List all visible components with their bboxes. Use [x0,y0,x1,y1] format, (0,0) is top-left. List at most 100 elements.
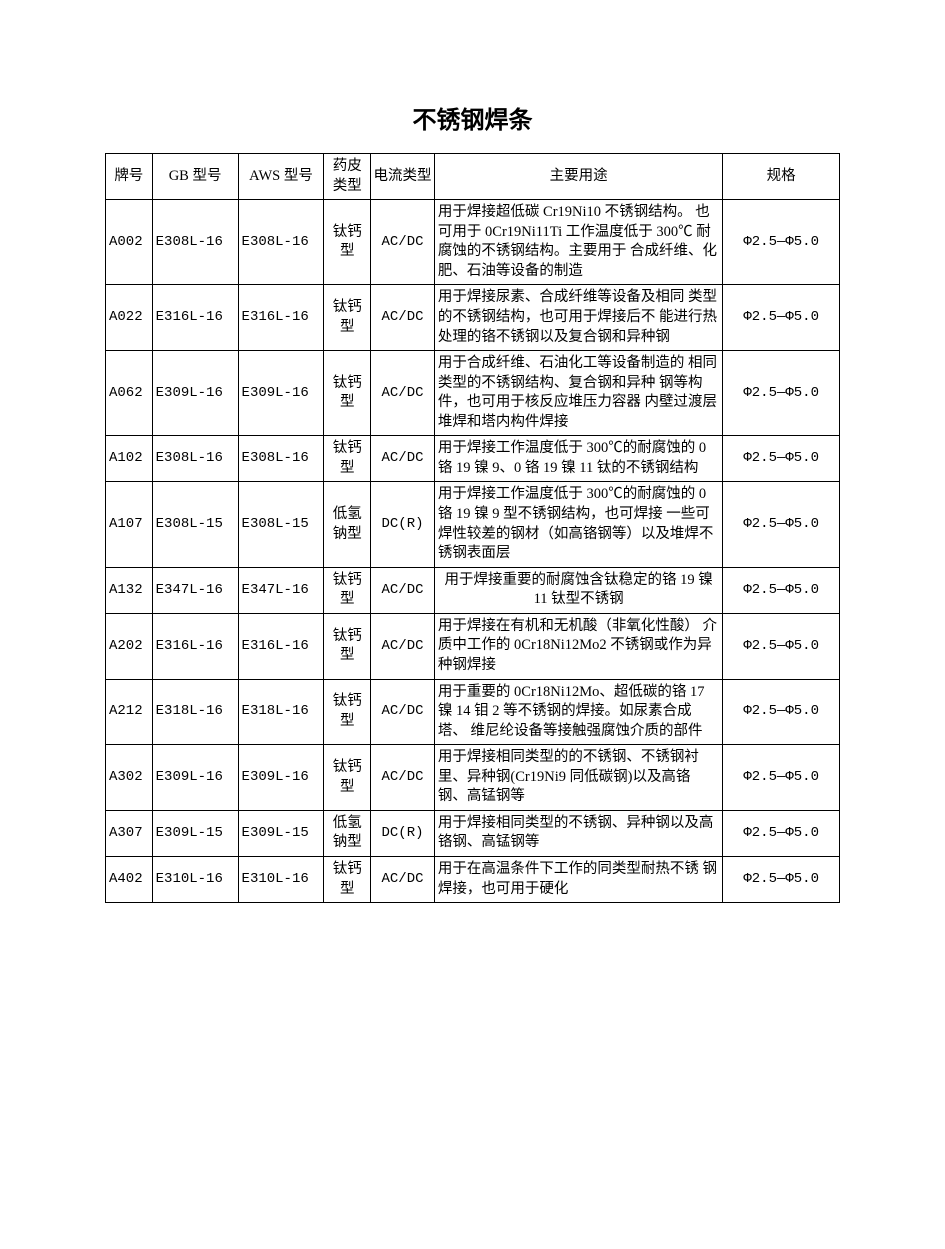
cell-grade: A002 [106,200,153,285]
cell-usage: 用于焊接在有机和无机酸（非氧化性酸） 介质中工作的 0Cr18Ni12Mo2 不… [434,613,722,679]
table-row: A132E347L-16E347L-16钛钙型AC/DC用于焊接重要的耐腐蚀含钛… [106,567,840,613]
cell-grade: A022 [106,285,153,351]
cell-curr: AC/DC [371,857,435,903]
table-body: A002E308L-16E308L-16钛钙型AC/DC用于焊接超低碳 Cr19… [106,200,840,903]
cell-grade: A212 [106,679,153,745]
cell-gb: E310L-16 [152,857,238,903]
cell-usage: 用于焊接超低碳 Cr19Ni10 不锈钢结构。 也可用于 0Cr19Ni11Ti… [434,200,722,285]
cell-curr: DC(R) [371,482,435,567]
cell-flux: 钛钙型 [324,567,371,613]
cell-curr: DC(R) [371,810,435,856]
cell-curr: AC/DC [371,745,435,811]
cell-flux: 低氢钠型 [324,482,371,567]
cell-gb: E309L-16 [152,351,238,436]
cell-usage: 用于焊接相同类型的的不锈钢、不锈钢衬 里、异种钢(Cr19Ni9 同低碳钢)以及… [434,745,722,811]
cell-gb: E316L-16 [152,285,238,351]
cell-spec: Φ2.5—Φ5.0 [723,613,840,679]
table-row: A212E318L-16E318L-16钛钙型AC/DC用于重要的 0Cr18N… [106,679,840,745]
cell-spec: Φ2.5—Φ5.0 [723,567,840,613]
cell-aws: E308L-16 [238,200,324,285]
cell-curr: AC/DC [371,679,435,745]
table-row: A302E309L-16E309L-16钛钙型AC/DC用于焊接相同类型的的不锈… [106,745,840,811]
cell-gb: E316L-16 [152,613,238,679]
cell-aws: E309L-16 [238,351,324,436]
cell-curr: AC/DC [371,567,435,613]
cell-grade: A307 [106,810,153,856]
cell-grade: A107 [106,482,153,567]
col-header-flux: 药皮类型 [324,154,371,200]
cell-aws: E309L-15 [238,810,324,856]
cell-aws: E308L-15 [238,482,324,567]
cell-grade: A102 [106,436,153,482]
cell-grade: A302 [106,745,153,811]
col-header-aws: AWS 型号 [238,154,324,200]
cell-grade: A402 [106,857,153,903]
table-row: A062E309L-16E309L-16钛钙型AC/DC用于合成纤维、石油化工等… [106,351,840,436]
electrode-table: 牌号 GB 型号 AWS 型号 药皮类型 电流类型 主要用途 规格 A002E3… [105,153,840,903]
page-title: 不锈钢焊条 [105,100,840,135]
cell-aws: E309L-16 [238,745,324,811]
cell-flux: 钛钙型 [324,351,371,436]
cell-gb: E308L-15 [152,482,238,567]
cell-grade: A132 [106,567,153,613]
cell-gb: E308L-16 [152,436,238,482]
cell-curr: AC/DC [371,613,435,679]
cell-usage: 用于焊接相同类型的不锈钢、异种钢以及高铬钢、高锰钢等 [434,810,722,856]
cell-flux: 钛钙型 [324,745,371,811]
cell-grade: A062 [106,351,153,436]
cell-spec: Φ2.5—Φ5.0 [723,679,840,745]
cell-gb: E347L-16 [152,567,238,613]
cell-curr: AC/DC [371,351,435,436]
table-row: A307E309L-15E309L-15低氢钠型DC(R)用于焊接相同类型的不锈… [106,810,840,856]
cell-spec: Φ2.5—Φ5.0 [723,436,840,482]
document-page: 不锈钢焊条 牌号 GB 型号 AWS 型号 药皮类型 电流类型 主要用途 规格 … [0,0,945,943]
cell-usage: 用于焊接重要的耐腐蚀含钛稳定的铬 19 镍 11 钛型不锈钢 [434,567,722,613]
cell-flux: 钛钙型 [324,285,371,351]
cell-curr: AC/DC [371,285,435,351]
cell-gb: E309L-16 [152,745,238,811]
cell-flux: 钛钙型 [324,200,371,285]
cell-grade: A202 [106,613,153,679]
table-row: A107E308L-15E308L-15低氢钠型DC(R)用于焊接工作温度低于 … [106,482,840,567]
cell-curr: AC/DC [371,436,435,482]
cell-spec: Φ2.5—Φ5.0 [723,482,840,567]
cell-aws: E308L-16 [238,436,324,482]
cell-curr: AC/DC [371,200,435,285]
col-header-grade: 牌号 [106,154,153,200]
cell-spec: Φ2.5—Φ5.0 [723,351,840,436]
cell-aws: E347L-16 [238,567,324,613]
col-header-usage: 主要用途 [434,154,722,200]
cell-flux: 低氢钠型 [324,810,371,856]
table-row: A202E316L-16E316L-16钛钙型AC/DC用于焊接在有机和无机酸（… [106,613,840,679]
cell-usage: 用于重要的 0Cr18Ni12Mo、超低碳的铬 17 镍 14 钼 2 等不锈钢… [434,679,722,745]
cell-usage: 用于焊接工作温度低于 300℃的耐腐蚀的 0 铬 19 镍 9、0 铬 19 镍… [434,436,722,482]
col-header-gb: GB 型号 [152,154,238,200]
cell-usage: 用于焊接尿素、合成纤维等设备及相同 类型的不锈钢结构，也可用于焊接后不 能进行热… [434,285,722,351]
table-row: A002E308L-16E308L-16钛钙型AC/DC用于焊接超低碳 Cr19… [106,200,840,285]
cell-flux: 钛钙型 [324,679,371,745]
cell-usage: 用于在高温条件下工作的同类型耐热不锈 钢焊接，也可用于硬化 [434,857,722,903]
cell-spec: Φ2.5—Φ5.0 [723,285,840,351]
table-row: A022E316L-16E316L-16钛钙型AC/DC用于焊接尿素、合成纤维等… [106,285,840,351]
col-header-spec: 规格 [723,154,840,200]
col-header-curr: 电流类型 [371,154,435,200]
cell-aws: E316L-16 [238,285,324,351]
cell-spec: Φ2.5—Φ5.0 [723,745,840,811]
cell-flux: 钛钙型 [324,857,371,903]
table-row: A402E310L-16E310L-16钛钙型AC/DC用于在高温条件下工作的同… [106,857,840,903]
cell-usage: 用于焊接工作温度低于 300℃的耐腐蚀的 0 铬 19 镍 9 型不锈钢结构，也… [434,482,722,567]
cell-flux: 钛钙型 [324,436,371,482]
cell-spec: Φ2.5—Φ5.0 [723,810,840,856]
cell-gb: E308L-16 [152,200,238,285]
cell-flux: 钛钙型 [324,613,371,679]
cell-spec: Φ2.5—Φ5.0 [723,857,840,903]
table-header-row: 牌号 GB 型号 AWS 型号 药皮类型 电流类型 主要用途 规格 [106,154,840,200]
cell-gb: E318L-16 [152,679,238,745]
table-row: A102E308L-16E308L-16钛钙型AC/DC用于焊接工作温度低于 3… [106,436,840,482]
cell-aws: E318L-16 [238,679,324,745]
cell-aws: E310L-16 [238,857,324,903]
cell-spec: Φ2.5—Φ5.0 [723,200,840,285]
cell-aws: E316L-16 [238,613,324,679]
cell-usage: 用于合成纤维、石油化工等设备制造的 相同类型的不锈钢结构、复合钢和异种 钢等构件… [434,351,722,436]
cell-gb: E309L-15 [152,810,238,856]
